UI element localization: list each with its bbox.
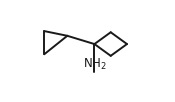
- Text: NH$_2$: NH$_2$: [83, 57, 106, 72]
